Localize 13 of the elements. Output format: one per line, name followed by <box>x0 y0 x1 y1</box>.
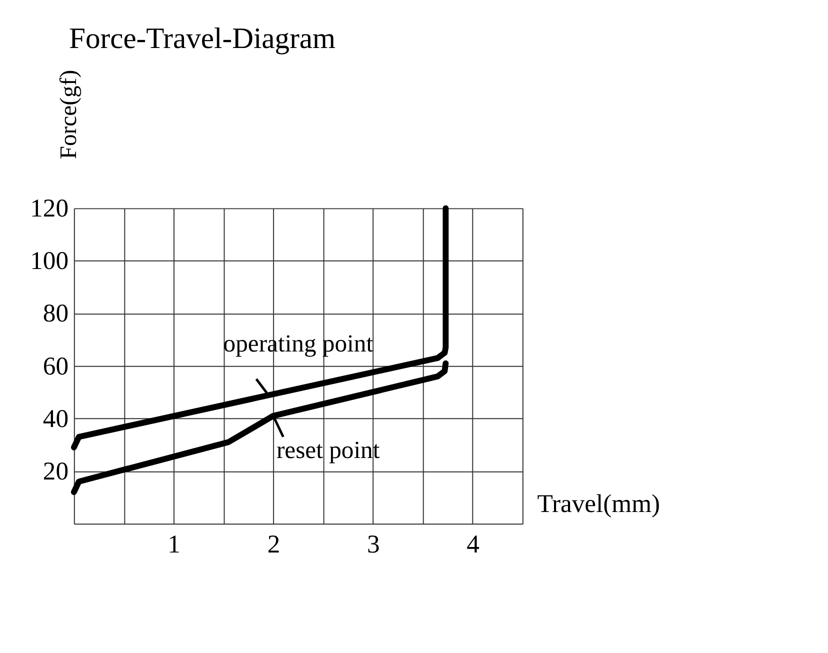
y-tick-label: 60 <box>42 351 69 380</box>
y-tick-label: 40 <box>42 404 69 433</box>
x-tick-label: 1 <box>168 530 180 559</box>
y-tick-label: 120 <box>30 194 69 223</box>
y-tick-label: 80 <box>42 298 69 328</box>
x-tick-label: 2 <box>267 530 280 559</box>
chart-title: Force-Travel-Diagram <box>69 23 336 56</box>
y-tick-label: 100 <box>30 246 69 276</box>
x-axis-title: Travel(mm) <box>537 488 660 518</box>
y-axis-title: Force(gf) <box>56 70 82 160</box>
y-tick-label: 20 <box>42 456 69 486</box>
x-tick-label: 4 <box>466 530 480 559</box>
x-tick-label: 3 <box>367 530 380 559</box>
